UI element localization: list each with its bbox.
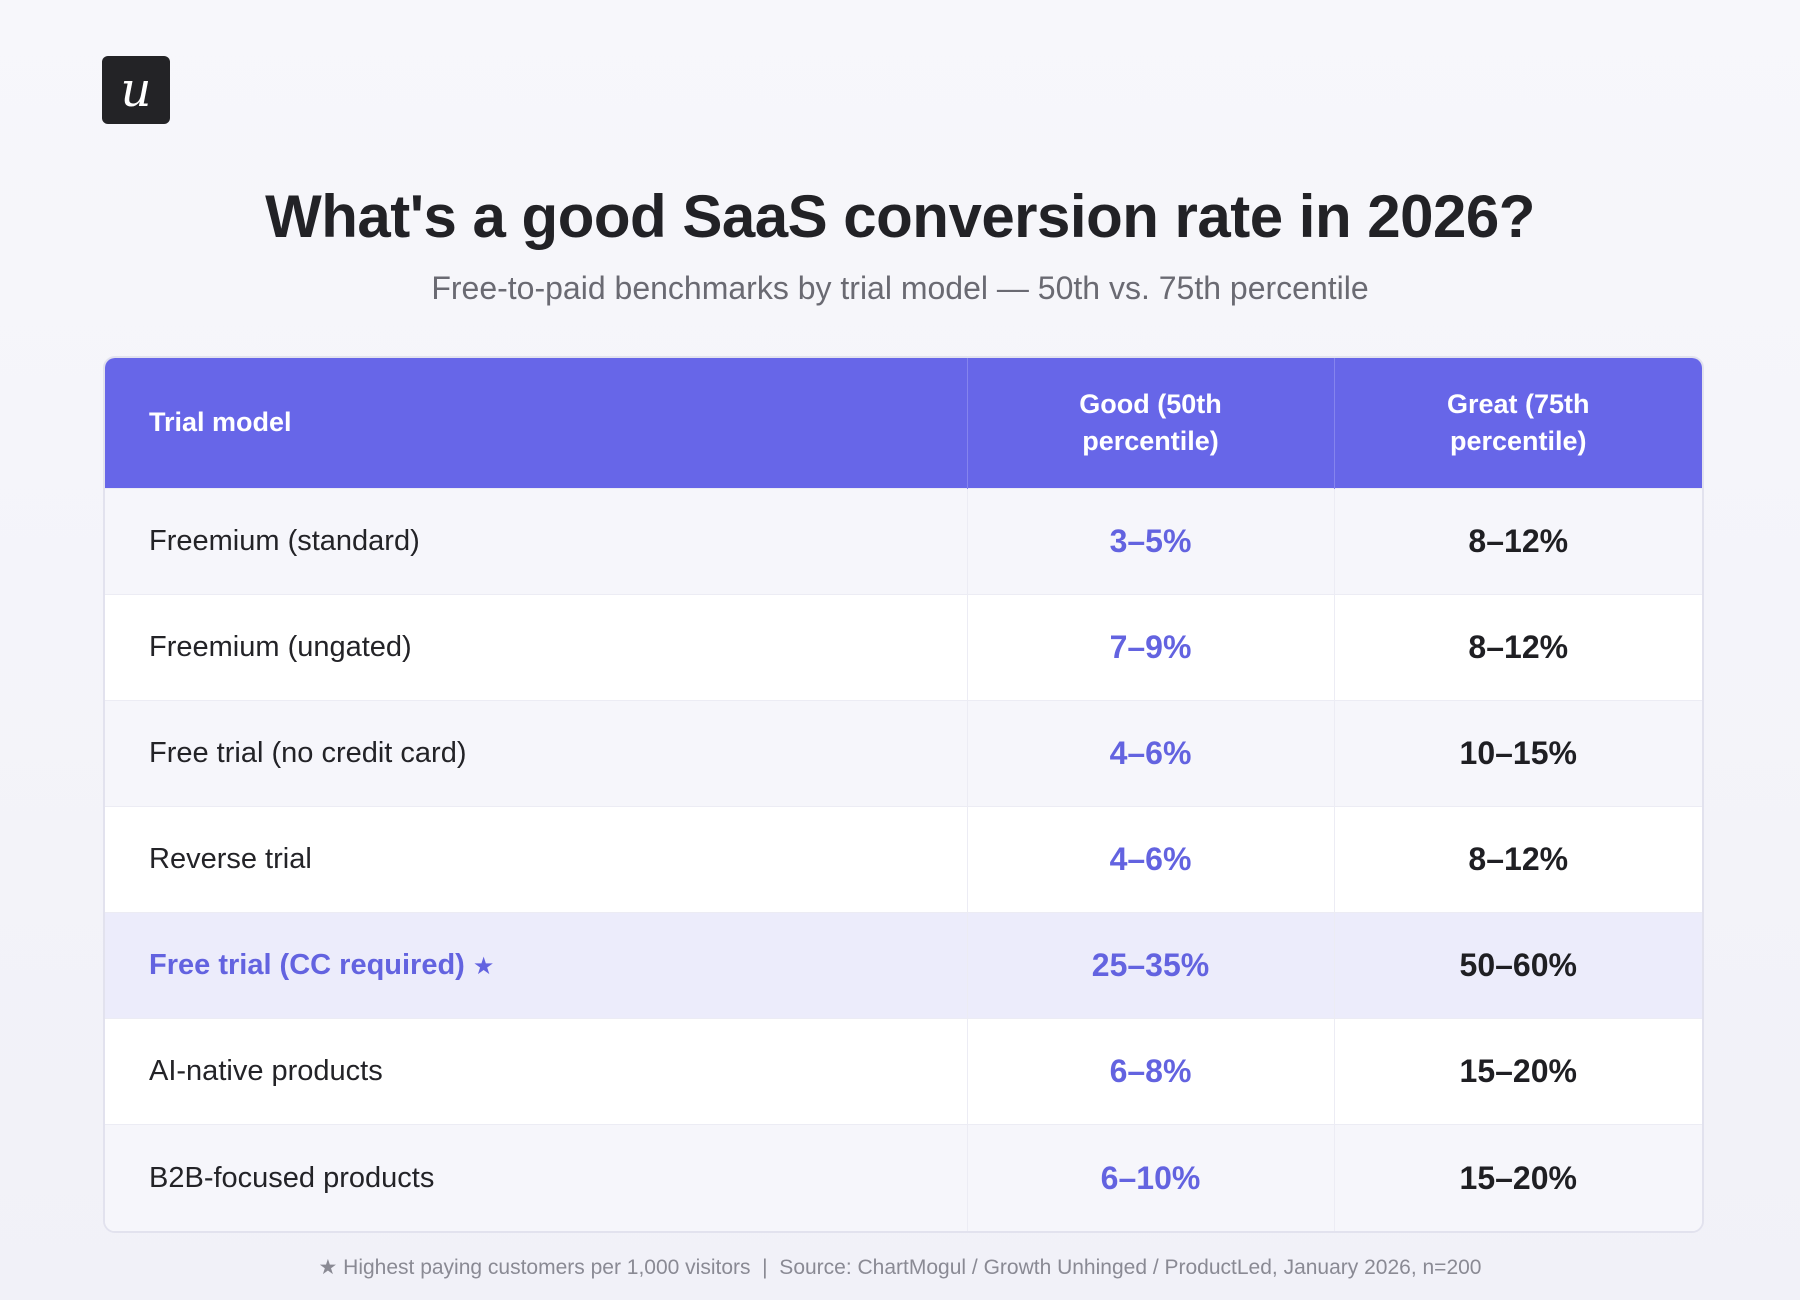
trial-model-label: Freemium (ungated) [149,630,412,663]
trial-model-label: Free trial (no credit card) [149,736,467,769]
cell-trial-model: Free trial (no credit card) [105,699,967,807]
cell-good-value: 3–5% [966,487,1334,595]
table-header-row: Trial model Good (50th percentile) Great… [105,358,1702,488]
trial-model-label: AI-native products [149,1055,383,1088]
cell-good-value: 7–9% [966,593,1334,701]
cell-trial-model: Free trial (CC required) ★ [105,912,967,1019]
userpilot-logo: u [102,56,170,124]
cell-great-value: 8–12% [1333,487,1702,595]
trial-model-label: B2B-focused products [149,1161,435,1194]
header-trial-model: Trial model [149,407,292,438]
benchmark-table: Trial model Good (50th percentile) Great… [105,358,1702,1231]
header-good-label: Good (50th percentile) [1079,388,1222,456]
cell-good-value: 4–6% [966,699,1334,807]
cell-good-value: 25–35% [966,912,1334,1019]
cell-good-value: 6–8% [966,1018,1334,1125]
cell-great-value: 15–20% [1333,1018,1702,1125]
cell-great-value: 8–12% [1333,593,1702,701]
table-row: B2B-focused products 6–10% 15–20% [105,1124,1702,1231]
trial-model-label: Reverse trial [149,842,312,875]
cell-good-value: 4–6% [966,805,1334,913]
table-row: Free trial (CC required) ★ 25–35% 50–60% [105,912,1702,1019]
header-great: Great (75th percentile) [1333,358,1702,488]
cell-great-value: 15–20% [1333,1124,1702,1231]
header-good: Good (50th percentile) [966,358,1334,488]
cell-trial-model: B2B-focused products [105,1124,967,1231]
table-row: Reverse trial 4–6% 8–12% [105,805,1702,913]
trial-model-label: Freemium (standard) [149,524,420,557]
cell-great-value: 50–60% [1333,912,1702,1019]
table-row: AI-native products 6–8% 15–20% [105,1018,1702,1125]
cell-trial-model: Freemium (ungated) [105,593,967,701]
header-great-label: Great (75th percentile) [1446,388,1590,456]
page-title: What's a good SaaS conversion rate in 20… [265,183,1535,250]
cell-trial-model: Reverse trial [105,805,967,913]
table-row: Freemium (standard) 3–5% 8–12% [105,487,1702,595]
cell-trial-model: AI-native products [105,1018,967,1125]
cell-great-value: 10–15% [1333,699,1702,807]
page-subtitle: Free-to-paid benchmarks by trial model —… [431,270,1369,306]
footnote: ★ Highest paying customers per 1,000 vis… [318,1256,1482,1279]
cell-trial-model: Freemium (standard) [105,487,967,595]
table-row: Freemium (ungated) 7–9% 8–12% [105,593,1702,701]
star-icon: ★ [472,953,495,981]
cell-great-value: 8–12% [1333,805,1702,913]
cell-good-value: 6–10% [966,1124,1334,1231]
trial-model-label: Free trial (CC required) [149,949,465,982]
benchmark-table-card: Trial model Good (50th percentile) Great… [103,356,1704,1233]
table-body: Freemium (standard) 3–5% 8–12% Freemium (un… [105,487,1702,1231]
table-row: Free trial (no credit card) 4–6% 10–15% [105,699,1702,807]
logo-glyph: u [120,62,152,118]
